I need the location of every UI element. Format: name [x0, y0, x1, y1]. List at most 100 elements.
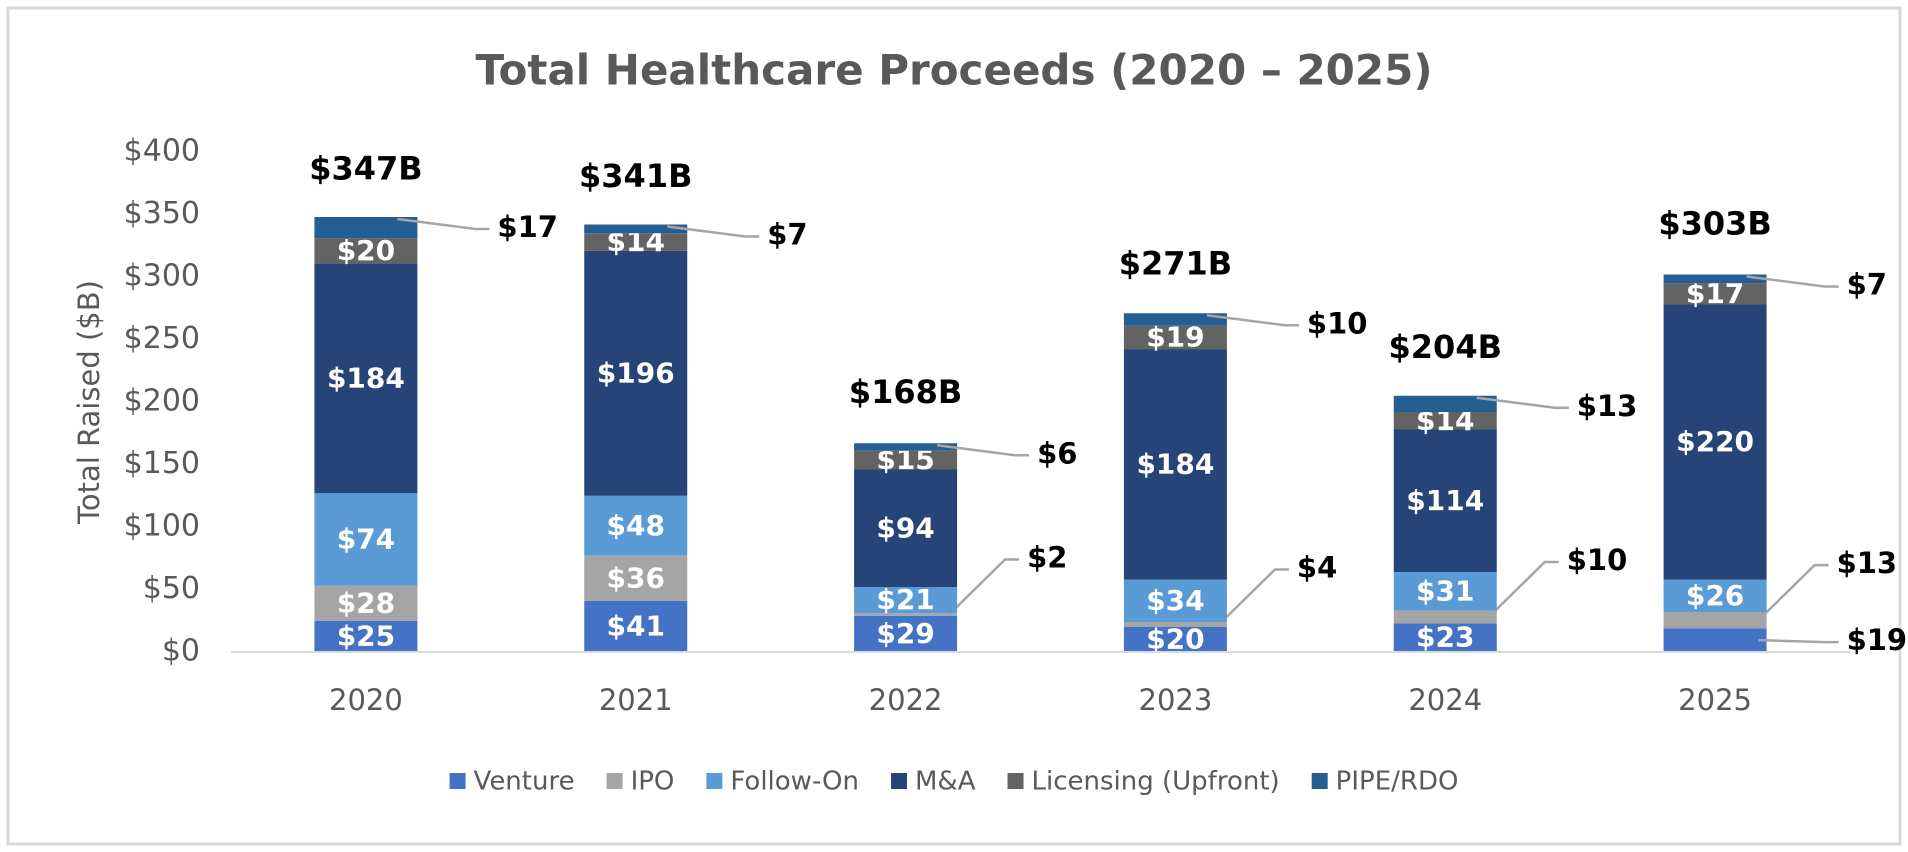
data-label: $13 [1837, 546, 1898, 580]
data-label: $19 [1146, 321, 1204, 354]
data-label: $29 [876, 617, 934, 650]
data-label: $21 [876, 583, 934, 616]
leader-line [397, 217, 490, 231]
data-label: $31 [1416, 574, 1474, 607]
total-label: $271B [1119, 244, 1232, 282]
x-tick-label: 2021 [599, 683, 673, 717]
leader-line [1487, 560, 1559, 618]
x-tick-label: 2025 [1678, 683, 1752, 717]
y-tick-label: $0 [162, 634, 200, 669]
data-label: $20 [1146, 623, 1204, 656]
bar-segment [584, 250, 688, 496]
legend-swatch [1007, 773, 1024, 789]
data-label: $17 [497, 210, 558, 244]
data-label: $220 [1676, 425, 1754, 458]
data-label: $34 [1146, 584, 1204, 617]
bar-segment [584, 495, 688, 556]
bar-segment [1123, 313, 1227, 326]
bar-segment [314, 217, 418, 239]
leader-line [948, 558, 1020, 616]
legend-swatch [1311, 773, 1328, 789]
leader-line [1218, 568, 1289, 626]
bar-segment [1663, 304, 1767, 580]
bar-segment [1123, 325, 1227, 350]
bar-segment [1663, 274, 1767, 284]
data-label: $10 [1567, 543, 1628, 577]
leader-line [1206, 314, 1299, 327]
y-tick-label: $400 [124, 134, 200, 169]
legend-label: Venture [474, 767, 575, 797]
data-label: $184 [327, 361, 405, 394]
leader-line [1476, 396, 1569, 409]
data-label: $10 [1307, 306, 1368, 340]
leader-line [936, 444, 1030, 457]
bar-segment [1123, 622, 1227, 627]
y-tick-label: $350 [124, 196, 200, 231]
bar-segment [1393, 395, 1497, 412]
data-label: $41 [607, 609, 665, 642]
chart-border [6, 6, 1902, 846]
y-tick-label: $50 [143, 571, 200, 606]
legend-swatch [449, 773, 466, 789]
bar-segment [854, 443, 958, 451]
leader-line [667, 225, 760, 238]
data-label: $25 [337, 619, 395, 652]
bar-segment [1393, 623, 1497, 652]
data-label: $6 [1037, 436, 1077, 470]
bar-segment [1393, 412, 1497, 430]
bar-segment [314, 620, 418, 652]
data-label: $74 [337, 523, 395, 556]
legend-swatch [606, 773, 623, 789]
bar-segment [314, 263, 418, 494]
bar-segment [1663, 579, 1767, 612]
bar-segment [1663, 612, 1767, 629]
bar-segment [584, 555, 688, 601]
bar-segment [1123, 579, 1227, 622]
data-label: $36 [607, 561, 665, 594]
data-label: $7 [1847, 268, 1887, 302]
bar-segment [584, 600, 688, 652]
legend-label: Follow-On [730, 767, 859, 797]
total-label: $168B [849, 373, 962, 411]
bar-segment [1663, 283, 1767, 305]
bar-segment [854, 615, 958, 652]
y-tick-label: $100 [124, 509, 200, 544]
total-label: $347B [309, 149, 422, 187]
y-tick-label: $150 [124, 446, 200, 481]
bar-segment [1393, 572, 1497, 611]
data-label: $114 [1406, 484, 1484, 517]
data-label: $184 [1136, 448, 1214, 481]
y-tick-label: $250 [124, 321, 200, 356]
x-tick-label: 2022 [869, 683, 943, 717]
data-label: $13 [1577, 389, 1638, 423]
total-label: $303B [1658, 204, 1771, 242]
bar-segment [1393, 429, 1497, 572]
leader-line [1746, 275, 1839, 288]
legend-label: Licensing (Upfront) [1032, 767, 1280, 797]
y-tick-label: $300 [124, 259, 200, 294]
data-label: $26 [1686, 579, 1744, 612]
y-tick-label: $200 [124, 384, 200, 419]
total-label: $204B [1389, 328, 1502, 366]
data-label: $196 [597, 356, 675, 389]
data-label: $7 [767, 218, 807, 252]
x-tick-label: 2024 [1408, 683, 1482, 717]
legend-label: PIPE/RDO [1336, 767, 1459, 797]
bar-segment [1123, 349, 1227, 580]
data-label: $23 [1416, 621, 1474, 654]
bar-segment [854, 469, 958, 587]
data-label: $19 [1847, 623, 1908, 657]
data-label: $48 [607, 509, 665, 542]
x-tick-label: 2020 [329, 683, 403, 717]
bar-segment [854, 587, 958, 614]
data-label: $20 [337, 234, 395, 267]
bar-segment [584, 233, 688, 251]
leader-line [1758, 638, 1839, 644]
bar-segment [854, 613, 958, 616]
legend-label: IPO [631, 767, 675, 797]
chart-title: Total Healthcare Proceeds (2020 – 2025) [475, 46, 1432, 95]
data-label: $4 [1297, 551, 1337, 585]
bar-segment [1663, 628, 1767, 652]
